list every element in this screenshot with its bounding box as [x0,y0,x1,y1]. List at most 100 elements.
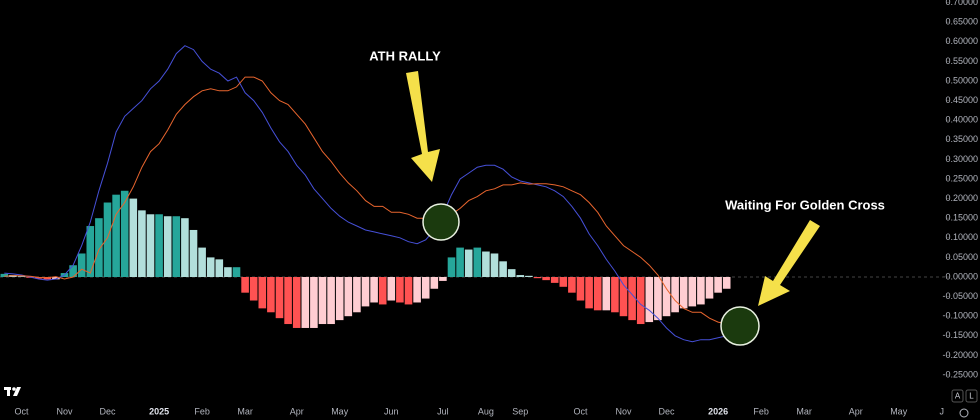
button[interactable] [951,389,964,403]
histogram-bar [267,277,275,313]
y-tick-label: 0.15000 [945,213,978,223]
highlight-circle [422,203,460,241]
y-tick-label: -0.15000 [942,330,978,340]
button-label: A [955,392,961,401]
histogram-bar [327,277,335,325]
histogram-bar [95,218,103,277]
histogram-bar [714,277,722,293]
histogram-bar [447,257,456,277]
histogram-bar [344,277,353,317]
histogram-bar [525,275,533,277]
y-tick-label: 0.60000 [945,36,978,46]
y-tick-label: 0.55000 [945,56,978,66]
y-tick-label: -0.05000 [942,291,978,301]
histogram-bar [146,214,155,277]
y-tick-label: 0.45000 [945,95,978,105]
x-tick-label: Feb [753,406,769,416]
histogram-bar [86,226,95,277]
highlight-circle [720,306,760,346]
y-tick-label: 0.50000 [945,75,978,85]
histogram-bar [628,277,636,321]
x-tick-label: Mar [796,406,812,416]
histogram-bar [722,277,731,289]
histogram-bar [129,198,138,277]
y-tick-label: 0.35000 [945,134,978,144]
histogram-bar [181,218,189,277]
histogram-bar [576,277,585,301]
histogram-bar [17,276,26,277]
histogram-bar [292,277,301,328]
histogram-bar [688,277,697,307]
histogram-bar [232,267,241,277]
x-tick-label: Mar [237,406,253,416]
histogram-bar [370,277,378,303]
x-tick-label: Jul [437,406,449,416]
histogram-bar [206,257,215,277]
line-series [4,45,736,343]
x-tick-label: May [331,406,349,416]
arrow [758,220,820,306]
settings-icon[interactable] [959,408,969,418]
y-tick-label: -0.20000 [942,350,978,360]
y-tick-label: 0.40000 [945,115,978,125]
y-tick-label: -0.00000 [942,271,978,281]
line-series [4,76,736,327]
histogram-bar [602,277,611,311]
y-tick-label: 0.20000 [945,193,978,203]
histogram-bar [482,251,490,277]
histogram-bar [413,277,421,303]
histogram-bar [224,267,232,277]
y-tick-label: -0.25000 [942,369,978,379]
histogram-bar [335,277,344,321]
histogram-bar [550,277,559,283]
histogram-bar [645,277,654,323]
y-tick-label: 0.10000 [945,232,978,242]
histogram-bar [198,247,206,277]
histogram-bar [241,277,249,293]
x-tick-label: 2026 [708,406,728,416]
button[interactable] [965,389,978,403]
x-tick-label: Jun [384,406,399,416]
histogram-bar [559,277,568,287]
histogram-bar [52,277,60,280]
histogram-bar [172,216,181,277]
x-tick-label: Dec [99,406,116,416]
histogram-bar [353,277,361,313]
histogram-bar [593,277,602,311]
histogram-bar [301,277,310,328]
histogram-bar [439,277,447,281]
histogram-bar [636,277,645,325]
histogram-bar [542,277,550,281]
x-tick-label: May [890,406,908,416]
histogram-bar [69,265,77,277]
y-tick-label: 0.25000 [945,173,978,183]
button-label: L [969,392,974,401]
x-tick-label: Aug [478,406,494,416]
x-tick-label: Nov [615,406,632,416]
histogram-bar [456,247,464,277]
x-tick-label: Nov [56,406,73,416]
histogram-bar [163,216,172,277]
annotation: Waiting For Golden Cross [725,197,885,212]
histogram-bar [310,277,318,328]
x-tick-label: Feb [194,406,210,416]
histogram-bar [697,277,705,305]
histogram-bar [120,190,129,277]
x-tick-label: J [939,406,944,416]
histogram-bar [662,277,671,317]
x-tick-label: Sep [512,406,528,416]
histogram-bar [361,277,370,307]
x-tick-label: Dec [658,406,675,416]
histogram-bar [619,277,628,317]
histogram-bar [499,261,507,277]
tradingview-logo [4,387,21,396]
histogram-bar [568,277,576,293]
histogram-bar [77,253,86,277]
histogram-bar [155,214,163,277]
arrow [406,71,440,182]
histogram-bar [138,210,146,277]
histogram-bar [215,259,224,277]
histogram-bar [275,277,284,319]
histogram-bar [404,277,413,305]
